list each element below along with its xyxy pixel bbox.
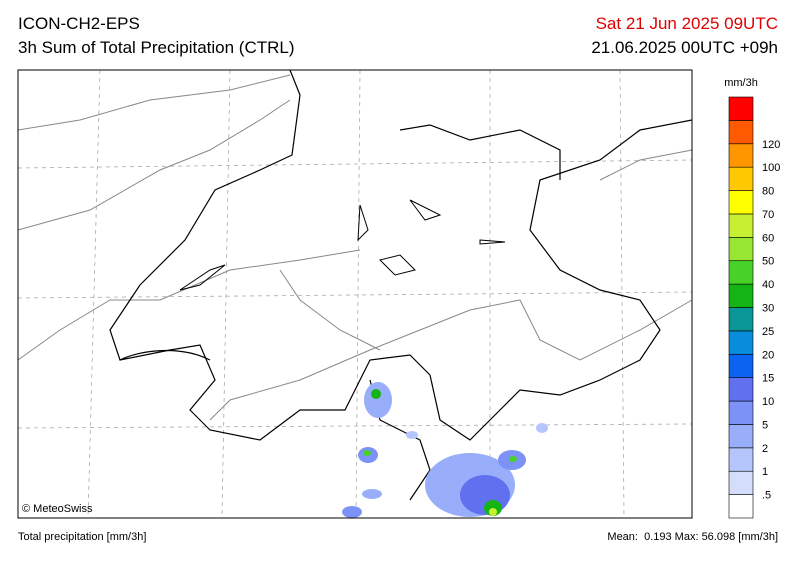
colorbar-box: [728, 260, 754, 285]
colorbar-box: [728, 283, 754, 308]
colorbar-box: [728, 237, 754, 262]
colorbar-label: 120: [762, 139, 780, 151]
colorbar-label: .5: [762, 490, 771, 502]
colorbar-unit: mm/3h: [724, 77, 758, 89]
colorbar-box: [728, 377, 754, 402]
colorbar-box: [728, 143, 754, 168]
colorbar-box: [728, 213, 754, 238]
colorbar-label: 1: [762, 466, 768, 478]
colorbar-box: [728, 470, 754, 495]
country-borders: [109, 69, 693, 501]
lakes: [179, 199, 506, 291]
colorbar-label: 40: [762, 279, 774, 291]
colorbar-box: [728, 166, 754, 191]
colorbar-box: [728, 447, 754, 472]
precipitation: [342, 382, 548, 518]
colorbar-box: [728, 120, 754, 145]
colorbar-label: 20: [762, 349, 774, 361]
colorbar-box: [728, 353, 754, 378]
colorbar-label: 25: [762, 326, 774, 338]
credit: © MeteoSwiss: [22, 503, 93, 515]
colorbar-label: 30: [762, 303, 774, 315]
colorbar-box: [728, 424, 754, 449]
model-name: ICON-CH2-EPS: [18, 14, 140, 33]
colorbar-label: 10: [762, 396, 774, 408]
map-frame: [17, 69, 693, 519]
colorbar-label: 5: [762, 419, 768, 431]
valid-time: Sat 21 Jun 2025 09UTC: [595, 14, 778, 33]
colorbar-box: [728, 307, 754, 332]
colorbar-box: [728, 400, 754, 425]
colorbar-box: [728, 330, 754, 355]
colorbar-label: 2: [762, 443, 768, 455]
run-time: 21.06.2025 00UTC +09h: [591, 38, 778, 57]
colorbar-label: 50: [762, 256, 774, 268]
graticule: [17, 69, 693, 519]
footer-left: Total precipitation [mm/3h]: [18, 531, 147, 543]
colorbar-box: [728, 494, 754, 519]
colorbar-box: [728, 190, 754, 215]
colorbar-label: 70: [762, 209, 774, 221]
colorbar-box: [728, 96, 754, 121]
colorbar-label: 80: [762, 186, 774, 198]
product-name: 3h Sum of Total Precipitation (CTRL): [18, 38, 295, 57]
regional-borders: [17, 74, 693, 421]
colorbar-label: 60: [762, 232, 774, 244]
footer-right: Mean: 0.193 Max: 56.098 [mm/3h]: [607, 531, 778, 543]
colorbar-label: 100: [762, 162, 780, 174]
colorbar-label: 15: [762, 373, 774, 385]
